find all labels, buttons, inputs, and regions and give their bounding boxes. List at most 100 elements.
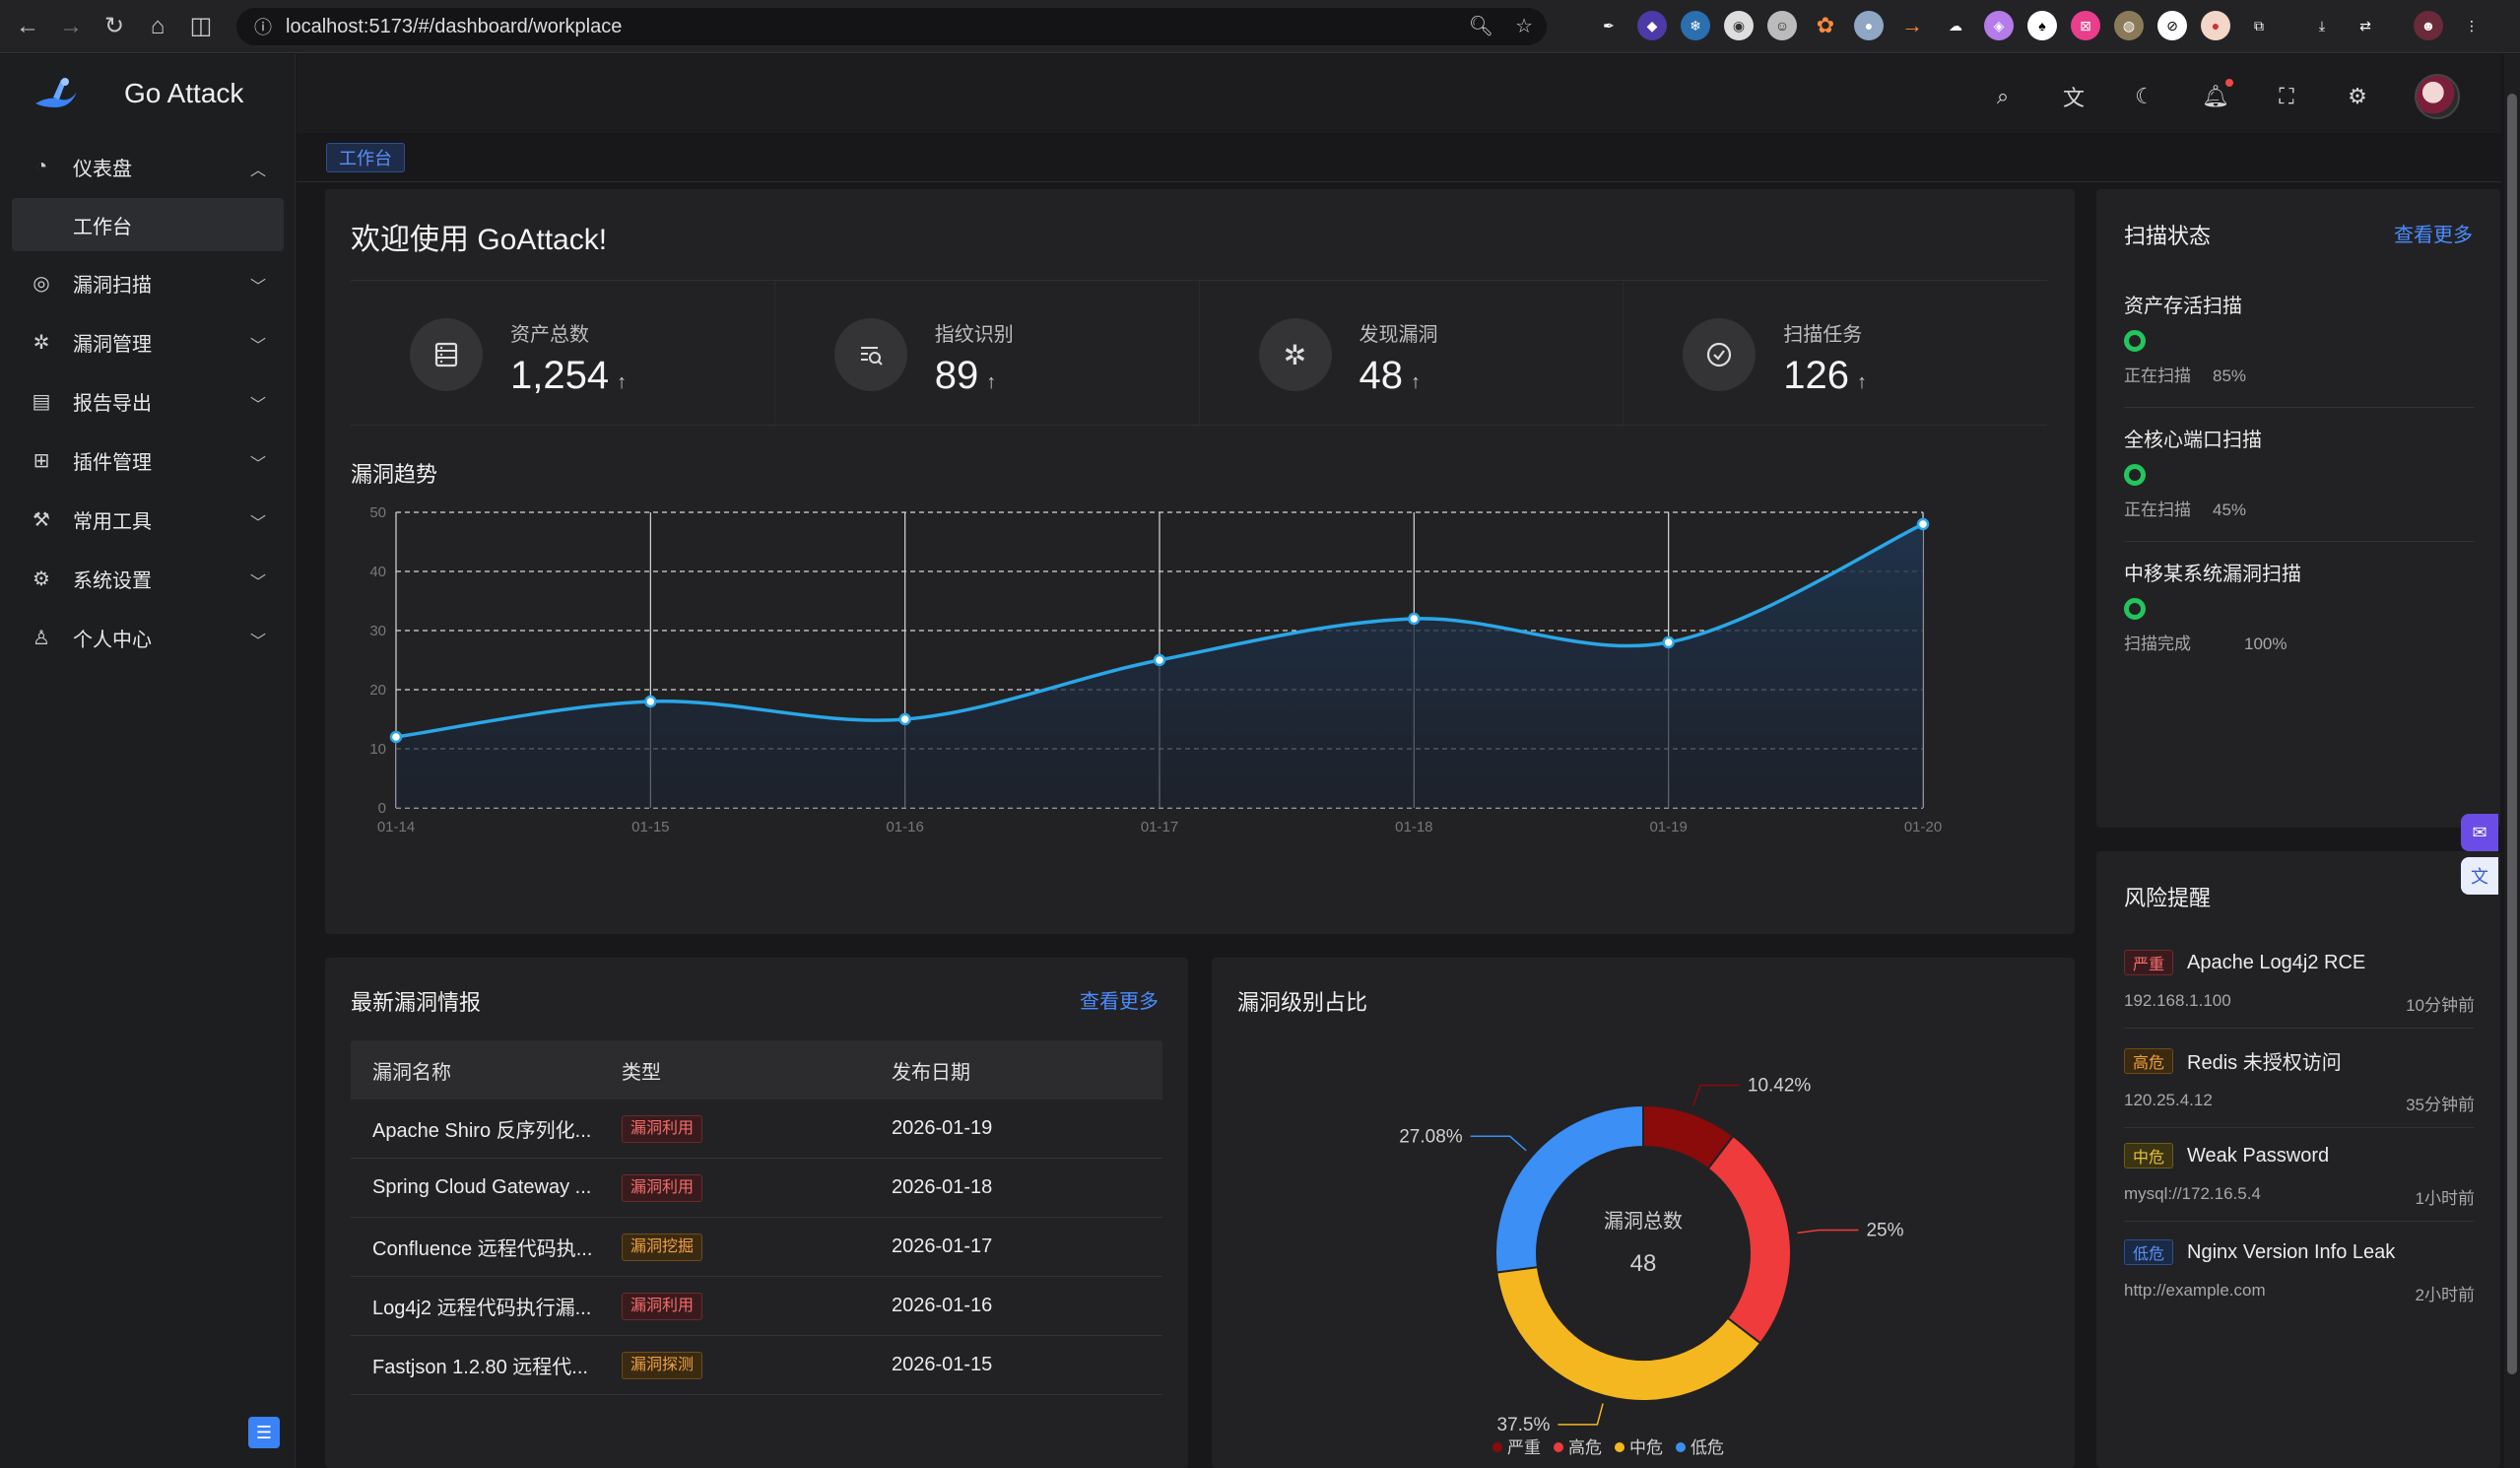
extension-icon[interactable]: ◉ xyxy=(1724,11,1754,40)
sidebar-item-system-settings[interactable]: ⚙ 系统设置 ﹀ xyxy=(0,549,296,608)
stat-label: 扫描任务 xyxy=(1783,324,1863,346)
risk-alert-title: 风险提醒 xyxy=(2124,886,2212,910)
scan-item[interactable]: 中移某系统漏洞扫描 扫描完成 100% xyxy=(2124,558,2475,656)
forward-icon[interactable]: → xyxy=(59,12,83,39)
risk-time: 2小时前 xyxy=(2415,1286,2475,1304)
scrollbar-thumb[interactable] xyxy=(2507,94,2517,1374)
table-row[interactable]: Spring Cloud Gateway ... 漏洞利用 2026-01-18 xyxy=(351,1159,1162,1218)
back-icon[interactable]: ← xyxy=(16,12,39,39)
progress-ring-icon xyxy=(2124,598,2146,620)
table-row[interactable]: Confluence 远程代码执... 漏洞挖掘 2026-01-17 xyxy=(351,1218,1162,1277)
translate-icon[interactable]: ⇄ xyxy=(2359,17,2371,33)
extensions-puzzle-icon[interactable]: ⧉ xyxy=(2254,17,2264,33)
extension-icon[interactable]: ◈ xyxy=(1984,11,2014,40)
collapse-sidebar-icon[interactable]: ☰ xyxy=(248,1417,280,1448)
arrow-up-icon: ↑ xyxy=(1411,371,1421,393)
extension-icon[interactable]: ♠ xyxy=(2027,11,2057,40)
extension-icon[interactable]: ⊠ xyxy=(2071,11,2100,40)
translate-float-icon[interactable]: 文 xyxy=(2461,857,2498,895)
page-scrollbar[interactable] xyxy=(2504,54,2520,1468)
table-row[interactable]: Fastjson 1.2.80 远程代... 漏洞探测 2026-01-15 xyxy=(351,1336,1162,1395)
sidebar-item-profile[interactable]: ♙ 个人中心 ﹀ xyxy=(0,608,296,667)
risk-item[interactable]: 严重 Apache Log4j2 RCE 192.168.1.100 10分钟前 xyxy=(2124,950,2475,1029)
table-row[interactable]: Log4j2 远程代码执行漏... 漏洞利用 2026-01-16 xyxy=(351,1277,1162,1336)
extension-icon[interactable]: ⊘ xyxy=(2157,11,2187,40)
extensions-row: ✒ ◆ ❄ ◉ ☺ ✿ ● → ☁ ◈ ♠ ⊠ ◍ ⊘ ● ⧉ ⤓ ⇄ ☻ ⋮ xyxy=(1594,11,2487,40)
address-bar[interactable]: ⓘ localhost:5173/#/dashboard/workplace 🔍… xyxy=(236,8,1547,45)
stat-fingerprint: 指纹识别 89 ↑ xyxy=(775,281,1200,425)
sidebar-item-dashboard[interactable]: ◔ 仪表盘 ︿ xyxy=(0,137,296,196)
chevron-down-icon: ﹀ xyxy=(249,574,266,591)
reload-icon[interactable]: ↻ xyxy=(103,13,125,39)
menu-kebab-icon[interactable]: ⋮ xyxy=(2465,17,2479,33)
scan-progress: 85% xyxy=(2213,367,2247,385)
donut-center-value: 48 xyxy=(1630,1250,1657,1277)
profile-icon[interactable]: ☻ xyxy=(2414,11,2443,40)
vuln-name: Apache Shiro 反序列化... xyxy=(372,1120,592,1142)
site-info-icon[interactable]: ⓘ xyxy=(254,18,272,37)
extension-icon[interactable]: ☺ xyxy=(1767,11,1797,40)
pie-slice xyxy=(1706,1134,1792,1345)
x-tick-label: 01-14 xyxy=(377,819,415,835)
extension-icon[interactable]: ❄ xyxy=(1681,11,1710,40)
sidebar-item-vuln-manage[interactable]: ✲ 漏洞管理 ﹀ xyxy=(0,312,296,371)
sidebar-item-plugin-manage[interactable]: ⊞ 插件管理 ﹀ xyxy=(0,431,296,490)
y-tick-label: 10 xyxy=(369,741,386,758)
plugin-icon: ⊞ xyxy=(33,449,50,472)
zoom-icon[interactable]: 🔍︎ xyxy=(1468,16,1494,37)
sidebar-item-label: 常用工具 xyxy=(73,510,152,533)
avatar[interactable] xyxy=(2415,74,2460,119)
scan-item[interactable]: 全核心端口扫描 正在扫描 45% xyxy=(2124,424,2475,542)
risk-item[interactable]: 高危 Redis 未授权访问 120.25.4.12 35分钟前 xyxy=(2124,1046,2475,1128)
vuln-date: 2026-01-15 xyxy=(892,1354,993,1375)
chevron-up-icon: ︿ xyxy=(249,163,266,179)
extension-icon[interactable]: ● xyxy=(2201,11,2230,40)
sidebar-item-tools[interactable]: ⚒ 常用工具 ﹀ xyxy=(0,490,296,549)
dark-mode-moon-icon[interactable]: ☾ xyxy=(2135,84,2155,108)
reading-mode-icon[interactable]: ◫ xyxy=(189,13,213,39)
language-icon[interactable]: 文 xyxy=(2062,86,2085,110)
sidebar-subitem-workplace[interactable]: 工作台 xyxy=(12,198,284,251)
bookmark-star-icon[interactable]: ☆ xyxy=(1515,16,1533,37)
arrow-up-icon: ↑ xyxy=(617,371,628,393)
extension-icon[interactable]: ☁ xyxy=(1949,17,1962,33)
tab-workplace[interactable]: 工作台 xyxy=(326,143,405,172)
vuln-date: 2026-01-16 xyxy=(892,1295,993,1316)
y-tick-label: 50 xyxy=(369,504,386,521)
chat-assistant-icon[interactable]: ✉ xyxy=(2461,814,2498,851)
chevron-down-icon: ﹀ xyxy=(249,397,266,414)
vuln-date: 2026-01-17 xyxy=(892,1235,993,1257)
severity-badge: 低危 xyxy=(2124,1239,2174,1265)
stat-value: 1,254 xyxy=(510,354,610,397)
sidebar-item-report-export[interactable]: ▤ 报告导出 ﹀ xyxy=(0,371,296,431)
scan-more-link[interactable]: 查看更多 xyxy=(2394,225,2473,246)
scan-item[interactable]: 资产存活扫描 正在扫描 85% xyxy=(2124,290,2475,408)
bug-icon: ✲ xyxy=(33,331,50,354)
extension-icon[interactable]: ◍ xyxy=(2114,11,2144,40)
sidebar-item-vuln-scan[interactable]: ◎ 漏洞扫描 ﹀ xyxy=(0,253,296,312)
extension-icon[interactable]: ✿ xyxy=(1816,13,1835,37)
notification-bell-icon[interactable]: 🔔︎ xyxy=(2202,79,2233,110)
extension-icon[interactable]: ● xyxy=(1854,11,1884,40)
risk-item[interactable]: 中危 Weak Password mysql://172.16.5.4 1小时前 xyxy=(2124,1143,2475,1222)
app-logo[interactable]: Go Attack xyxy=(32,74,243,113)
extension-icon[interactable]: → xyxy=(1901,13,1923,37)
home-icon[interactable]: ⌂ xyxy=(150,12,166,39)
vuln-name: Spring Cloud Gateway ... xyxy=(372,1176,592,1198)
dashboard-icon: ◔ xyxy=(34,155,48,177)
scan-icon: ◎ xyxy=(33,272,50,295)
gear-icon[interactable]: ⚙ xyxy=(2348,84,2367,108)
download-icon[interactable]: ⤓ xyxy=(2318,17,2326,33)
extension-icon[interactable]: ✒ xyxy=(1603,17,1615,33)
logo-icon xyxy=(35,78,77,107)
vulns-more-link[interactable]: 查看更多 xyxy=(1080,991,1159,1013)
search-icon[interactable]: ⌕ xyxy=(1996,84,2010,108)
risk-item[interactable]: 低危 Nginx Version Info Leak http://example.… xyxy=(2124,1239,2475,1317)
fullscreen-icon[interactable]: ⛶ xyxy=(2279,84,2294,108)
sidebar-menu: ◔ 仪表盘 ︿ 工作台 ◎ 漏洞扫描 ﹀ ✲ 漏洞管理 ﹀ ▤ 报告导出 ﹀ ⊞… xyxy=(0,137,296,667)
x-tick-label: 01-18 xyxy=(1395,819,1432,835)
extension-icon[interactable]: ◆ xyxy=(1637,11,1667,40)
data-point xyxy=(389,730,403,744)
table-row[interactable]: Apache Shiro 反序列化... 漏洞利用 2026-01-19 xyxy=(351,1100,1162,1159)
severity-badge: 高危 xyxy=(2124,1047,2174,1074)
